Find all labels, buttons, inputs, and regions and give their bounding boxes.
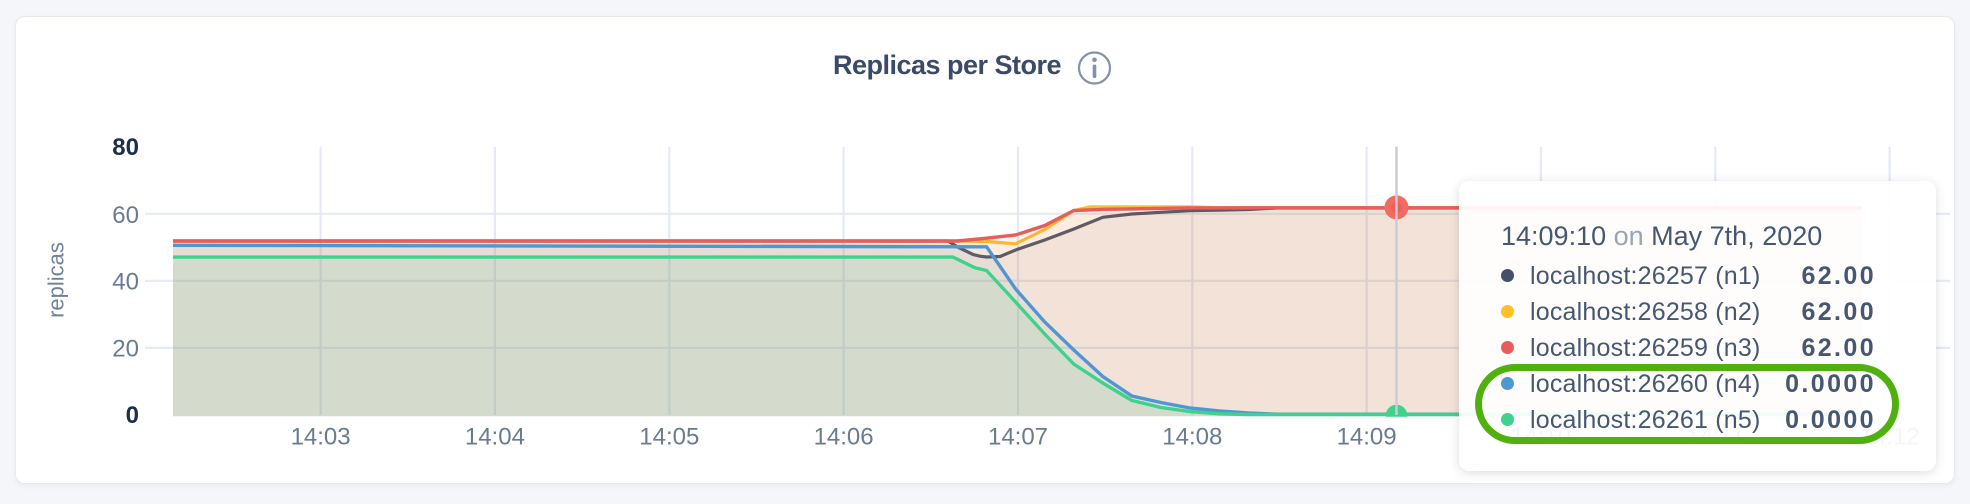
svg-text:80: 80	[112, 134, 139, 161]
svg-text:14:03: 14:03	[291, 424, 351, 451]
svg-text:14:07: 14:07	[988, 424, 1048, 451]
svg-text:14:05: 14:05	[639, 424, 699, 451]
svg-text:40: 40	[112, 269, 139, 296]
svg-text:60: 60	[112, 202, 139, 229]
svg-text:replicas: replicas	[44, 242, 69, 318]
svg-text:14:09: 14:09	[1337, 424, 1397, 451]
svg-text:14:06: 14:06	[814, 424, 874, 451]
svg-text:0: 0	[126, 402, 139, 429]
svg-text:20: 20	[112, 336, 139, 363]
svg-text:14:04: 14:04	[465, 424, 525, 451]
svg-text:14:08: 14:08	[1162, 424, 1222, 451]
